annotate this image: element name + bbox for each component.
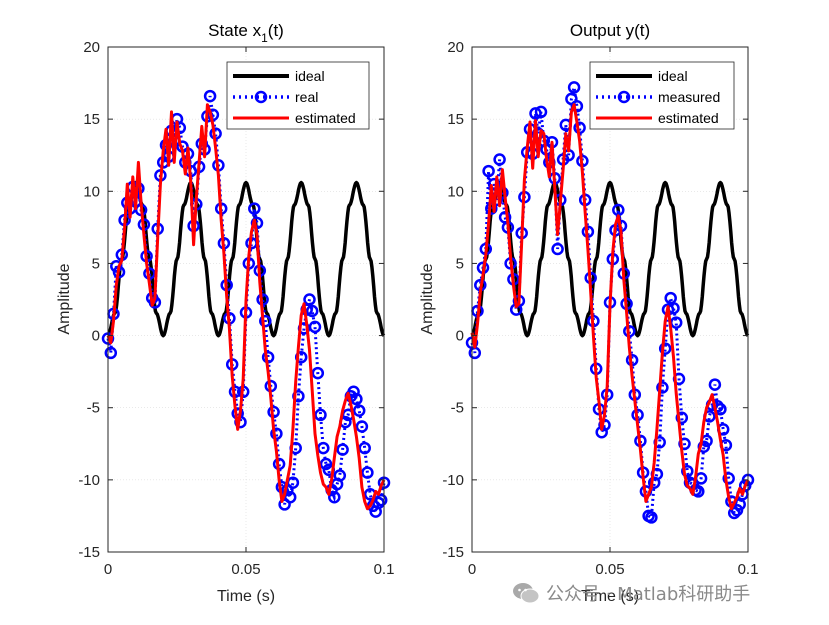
legend-marker-real	[254, 90, 268, 104]
data-point-measured	[567, 81, 581, 94]
y-tick-label: 5	[92, 255, 100, 272]
y-tick-label: -15	[442, 544, 464, 561]
data-point-real	[311, 366, 325, 380]
data-point-real	[259, 314, 272, 328]
x-axis-label: Time (s)	[581, 588, 639, 605]
series-line-estimated	[470, 103, 750, 511]
legend-marker-measured	[617, 90, 631, 104]
y-tick-label: 0	[456, 328, 464, 345]
data-point-measured	[722, 472, 735, 485]
data-point-real	[355, 420, 369, 433]
data-point-measured	[658, 342, 672, 355]
data-point-real	[303, 293, 316, 306]
data-point-measured	[656, 381, 669, 394]
legend-label-ideal: ideal	[658, 68, 688, 84]
x-axis-label: Time (s)	[217, 588, 275, 605]
series-estimated	[106, 103, 386, 511]
data-point-real	[336, 443, 349, 456]
chart-title: Output y(t)	[570, 21, 650, 40]
y-tick-label: 10	[447, 183, 464, 200]
legend: ideal real estimated	[226, 61, 370, 130]
data-point-real	[350, 392, 363, 406]
x-tick-label: 0.1	[738, 561, 759, 578]
data-point-real	[305, 304, 319, 318]
y-tick-label: -5	[87, 400, 100, 417]
axes-state: -15 -10 -5 0 5 10 15 20 0 0.05 0.1 State x1(t) Tim…	[56, 21, 394, 605]
x-tick-label: 0.05	[595, 561, 624, 578]
series-line-measured	[470, 87, 750, 520]
watermark-text: 公众号 · Matlab科研助手	[546, 584, 751, 605]
y-axis-label: Amplitude	[56, 263, 73, 334]
data-point-real	[104, 346, 118, 360]
chart-title: State x1(t)	[208, 21, 284, 45]
axes-output: -15 -10 -5 0 5 10 15 20 0 0.05 0.1 Output y(t) Tim…	[419, 21, 758, 605]
y-tick-label: -10	[442, 472, 464, 489]
series-line-estimated	[106, 103, 386, 511]
data-point-real	[248, 202, 261, 215]
ticks: -15 -10 -5 0 5 10 15 20 0 0.05 0.1	[442, 39, 758, 578]
data-point-measured	[570, 99, 584, 113]
data-point-measured	[727, 506, 741, 520]
legend-label-estimated: estimated	[295, 110, 356, 126]
legend: ideal measured estimated	[589, 61, 735, 130]
y-tick-label: -15	[78, 544, 100, 561]
data-point-real	[347, 385, 360, 399]
series-estimated	[470, 103, 750, 511]
data-point-measured	[708, 378, 722, 391]
legend-label-ideal: ideal	[295, 68, 325, 84]
data-point-measured	[711, 400, 724, 413]
series-layer	[101, 89, 391, 518]
x-tick-label: 0	[104, 561, 112, 578]
y-tick-label: 15	[447, 111, 464, 128]
data-point-real	[203, 89, 217, 103]
data-point-measured	[678, 437, 691, 451]
data-point-measured	[645, 511, 658, 524]
y-tick-label: 15	[83, 111, 100, 128]
x-tick-label: 0	[468, 561, 476, 578]
y-axis-label: Amplitude	[419, 263, 436, 334]
x-tick-label: 0.1	[374, 561, 395, 578]
data-point-real	[308, 320, 322, 334]
data-point-measured	[681, 464, 694, 478]
data-point-real	[358, 441, 371, 455]
y-tick-label: 0	[92, 328, 100, 345]
data-point-measured	[482, 164, 495, 178]
y-tick-label: -10	[78, 472, 100, 489]
data-point-real	[361, 466, 374, 479]
data-point-measured	[493, 153, 506, 166]
y-tick-label: 10	[83, 183, 100, 200]
data-point-real	[333, 469, 347, 482]
data-point-real	[328, 490, 341, 504]
wechat-icon	[513, 583, 540, 604]
data-point-measured	[487, 177, 501, 191]
data-point-real	[374, 493, 388, 507]
ticks: -15 -10 -5 0 5 10 15 20 0 0.05 0.1	[78, 39, 394, 578]
legend-label-estimated: estimated	[658, 110, 719, 126]
legend-label-real: real	[295, 89, 318, 105]
y-tick-label: 20	[83, 39, 100, 56]
x-tick-label: 0.05	[231, 561, 260, 578]
y-tick-label: 20	[447, 39, 464, 56]
data-point-real	[352, 404, 366, 417]
data-point-real	[314, 408, 327, 422]
series-layer	[465, 81, 755, 524]
data-point-real	[283, 490, 297, 504]
data-point-measured	[529, 107, 542, 120]
watermark: 公众号 · Matlab科研助手	[512, 578, 750, 608]
data-point-measured	[551, 242, 564, 256]
y-tick-label: -5	[451, 400, 464, 417]
data-point-measured	[534, 105, 548, 119]
data-point-measured	[675, 411, 689, 425]
y-tick-label: 5	[456, 255, 464, 272]
data-point-real	[270, 427, 283, 440]
legend-label-measured: measured	[658, 89, 720, 105]
